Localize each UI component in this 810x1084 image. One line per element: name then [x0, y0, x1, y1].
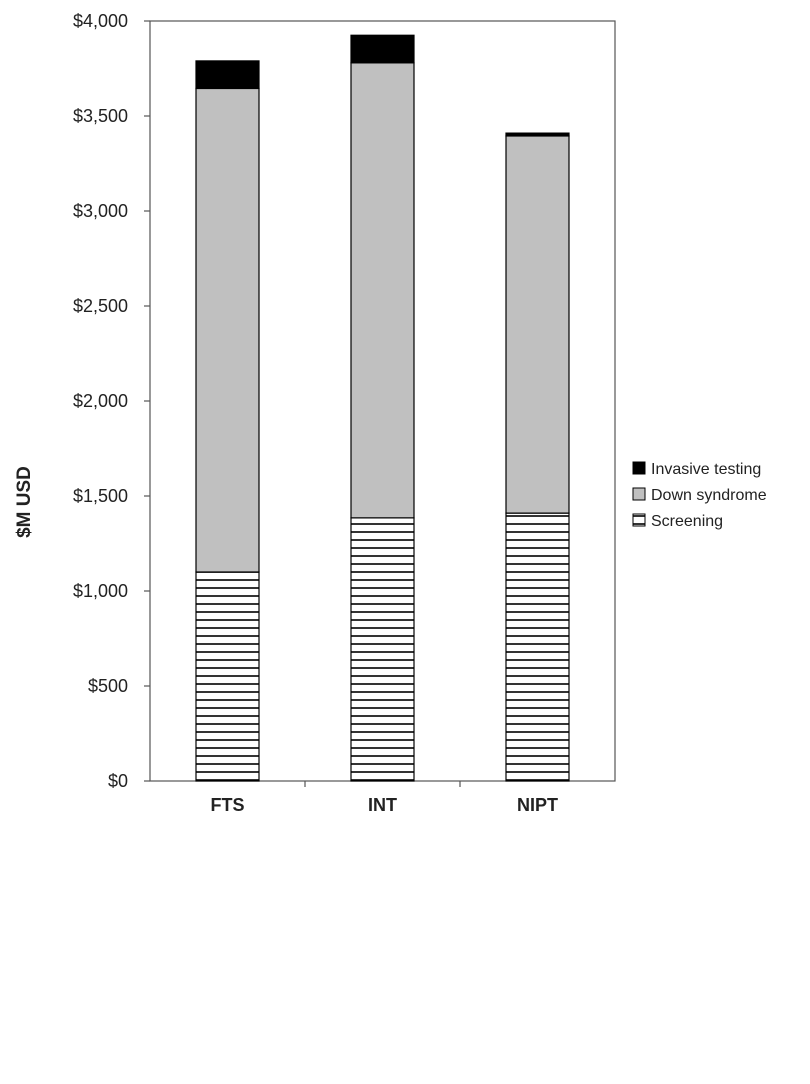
legend-label-down-syndrome: Down syndrome	[651, 487, 767, 504]
y-tick-label: $2,000	[73, 391, 128, 411]
x-category-label: FTS	[211, 795, 245, 815]
x-category-label: INT	[368, 795, 397, 815]
bar-segment-screening-nipt	[505, 512, 570, 782]
x-axis: FTS INT NIPT	[211, 781, 558, 815]
y-axis: $0 $500 $1,000 $1,500 $2,000 $2,500 $3,000 $3,5…	[73, 11, 150, 791]
y-tick-label: $3,000	[73, 201, 128, 221]
bar-segment-down-syndrome-nipt	[505, 135, 570, 514]
y-tick-label: $2,500	[73, 296, 128, 316]
y-tick-label: $1,500	[73, 486, 128, 506]
legend: Invasive testing Down syndrome Screening	[632, 461, 767, 530]
legend-swatch-invasive-testing	[632, 461, 646, 475]
legend-swatch-down-syndrome	[632, 487, 646, 501]
legend-swatch-screening	[632, 513, 646, 527]
bar-segment-invasive-testing-fts	[195, 60, 260, 90]
bar-segment-screening-fts	[195, 571, 260, 782]
y-tick-label: $500	[88, 676, 128, 696]
bar-segment-invasive-testing-nipt	[505, 132, 570, 137]
bar-segment-screening-int	[350, 517, 415, 782]
bar-segment-invasive-testing-int	[350, 34, 415, 64]
y-axis-title: $M USD	[14, 466, 35, 538]
y-tick-label: $0	[108, 771, 128, 791]
y-tick-label: $4,000	[73, 11, 128, 31]
bars	[195, 34, 570, 782]
y-tick-label: $3,500	[73, 106, 128, 126]
bar-segment-down-syndrome-fts	[195, 87, 260, 573]
legend-label-screening: Screening	[651, 513, 723, 530]
bar-segment-down-syndrome-int	[350, 62, 415, 519]
x-category-label: NIPT	[517, 795, 558, 815]
legend-label-invasive-testing: Invasive testing	[651, 461, 761, 478]
y-tick-label: $1,000	[73, 581, 128, 601]
